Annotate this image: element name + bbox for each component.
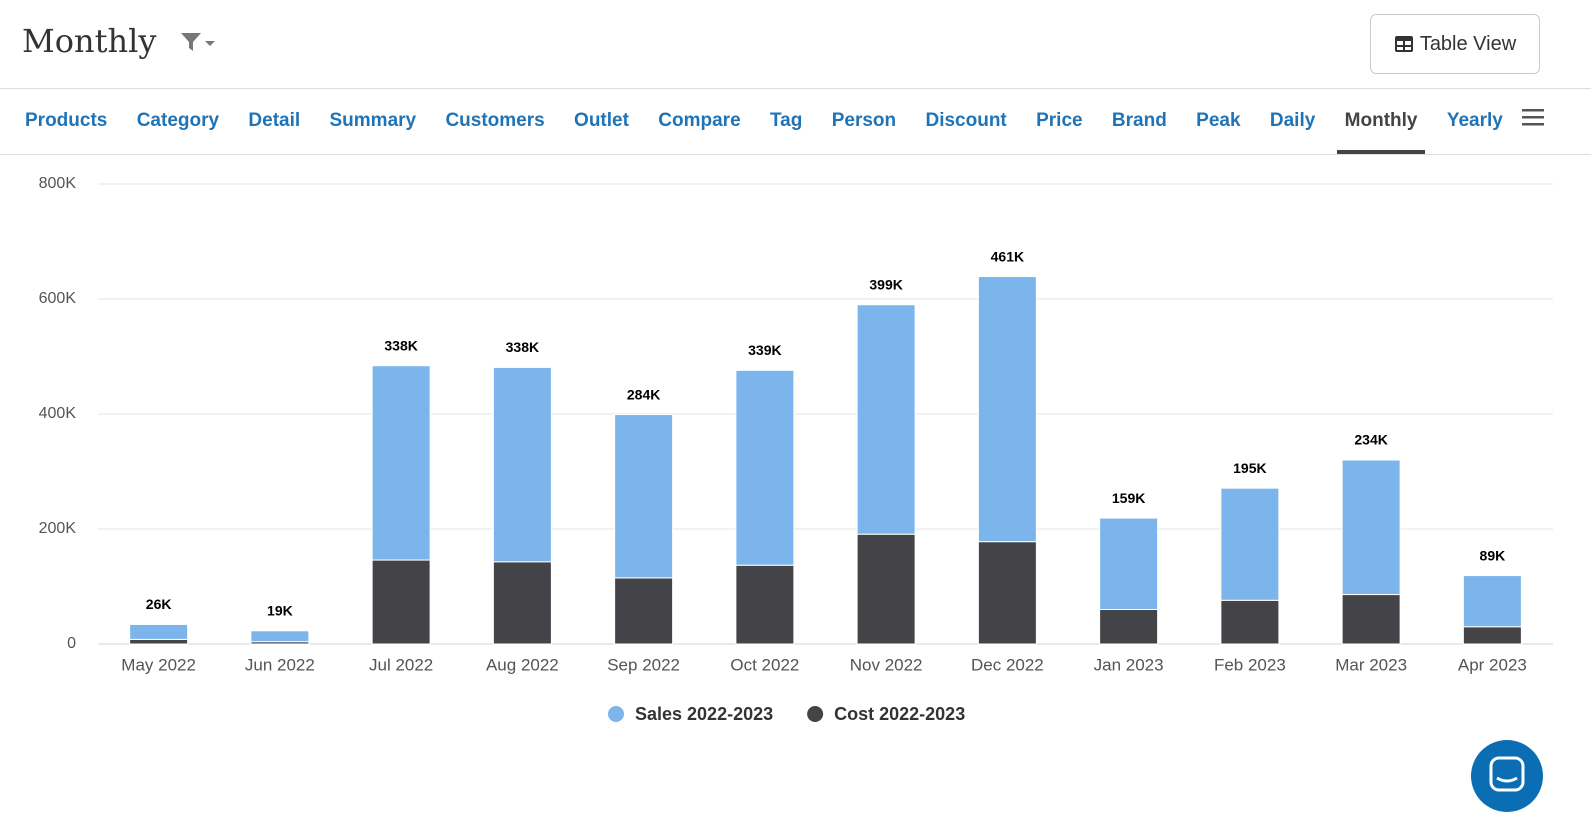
tab[interactable]: Yearly <box>1446 110 1503 131</box>
tab[interactable]: Compare <box>658 110 741 131</box>
bar-segment <box>492 561 552 645</box>
bar-segment <box>1099 517 1159 611</box>
bar-segment <box>1462 575 1522 628</box>
bar-segment <box>614 414 674 579</box>
bar-segment <box>1462 626 1522 645</box>
tab[interactable]: Monthly <box>1336 88 1426 154</box>
bar-segment <box>977 541 1037 645</box>
table-view-button[interactable]: Table View <box>1370 14 1540 74</box>
x-tick-label: Sep 2022 <box>607 655 680 674</box>
tab[interactable]: Summary <box>329 110 417 131</box>
legend-label: Sales 2022-2023 <box>635 704 773 724</box>
data-label: 19K <box>267 602 293 618</box>
tab[interactable]: Discount <box>925 110 1007 131</box>
bar-segment <box>856 304 916 535</box>
tab[interactable]: Brand <box>1111 110 1167 131</box>
x-tick-label: May 2022 <box>121 655 196 674</box>
x-tick-label: Apr 2023 <box>1458 655 1527 674</box>
bar-segment <box>1341 459 1401 596</box>
y-tick-label: 600K <box>39 290 77 307</box>
y-tick-label: 200K <box>39 520 77 537</box>
data-label: 399K <box>869 276 902 292</box>
bar-segment <box>614 577 674 645</box>
x-tick-label: Jul 2022 <box>369 655 433 674</box>
tab[interactable]: Customers <box>445 110 545 131</box>
x-tick-label: Aug 2022 <box>486 655 559 674</box>
x-tick-label: Jun 2022 <box>245 655 315 674</box>
tab[interactable]: Price <box>1036 110 1083 131</box>
x-tick-label: Jan 2023 <box>1094 655 1164 674</box>
filter-icon[interactable] <box>180 32 218 54</box>
legend-label: Cost 2022-2023 <box>834 704 965 724</box>
x-tick-label: Mar 2023 <box>1335 655 1407 674</box>
legend-marker <box>807 706 824 722</box>
x-tick-label: Nov 2022 <box>850 655 923 674</box>
bar-segment <box>129 623 189 640</box>
table-icon <box>1394 36 1413 52</box>
tab[interactable]: Peak <box>1196 110 1241 131</box>
page-title: Monthly <box>22 22 157 60</box>
tab[interactable]: Outlet <box>574 110 629 131</box>
bar-segment <box>735 564 795 645</box>
header: Monthly Table View <box>0 0 1591 89</box>
y-tick-label: 800K <box>39 175 77 192</box>
data-label: 284K <box>627 386 660 402</box>
data-label: 26K <box>146 596 172 612</box>
tab[interactable]: Tag <box>769 110 803 131</box>
bar-segment <box>856 533 916 645</box>
x-tick-label: Dec 2022 <box>971 655 1044 674</box>
tab-bar: Products Category Detail Summary Customers Ou… <box>25 88 1503 154</box>
bar-segment <box>371 365 431 561</box>
divider <box>0 154 1591 155</box>
data-label: 338K <box>384 337 417 353</box>
data-label: 89K <box>1480 547 1506 563</box>
data-label: 234K <box>1354 432 1387 448</box>
bar-segment <box>1220 599 1280 645</box>
x-tick-label: Oct 2022 <box>730 655 799 674</box>
bar-segment <box>250 630 310 643</box>
tab[interactable]: Person <box>831 110 897 131</box>
legend-marker <box>608 706 624 722</box>
menu-icon[interactable] <box>1522 108 1544 128</box>
bar-segment <box>1341 594 1401 645</box>
data-label: 338K <box>506 339 539 355</box>
data-label: 461K <box>991 248 1024 264</box>
y-tick-label: 0 <box>67 635 76 652</box>
bar-segment <box>129 638 189 645</box>
data-label: 339K <box>748 342 781 358</box>
bar-segment <box>1099 609 1159 645</box>
data-label: 159K <box>1112 490 1145 506</box>
tab[interactable]: Daily <box>1269 110 1316 131</box>
bar-segment <box>735 369 795 566</box>
tab[interactable]: Category <box>136 110 220 131</box>
bar-segment <box>492 366 552 563</box>
chat-button[interactable] <box>1471 740 1543 812</box>
tab[interactable]: Detail <box>248 110 301 131</box>
y-tick-label: 400K <box>39 405 77 422</box>
bar-segment <box>371 559 431 645</box>
bar-segment <box>977 276 1037 543</box>
bar-segment <box>1220 487 1280 601</box>
tab[interactable]: Products <box>25 110 108 131</box>
button-label[interactable]: Table View <box>1419 32 1517 55</box>
data-label: 195K <box>1233 460 1266 476</box>
x-tick-label: Feb 2023 <box>1214 655 1286 674</box>
